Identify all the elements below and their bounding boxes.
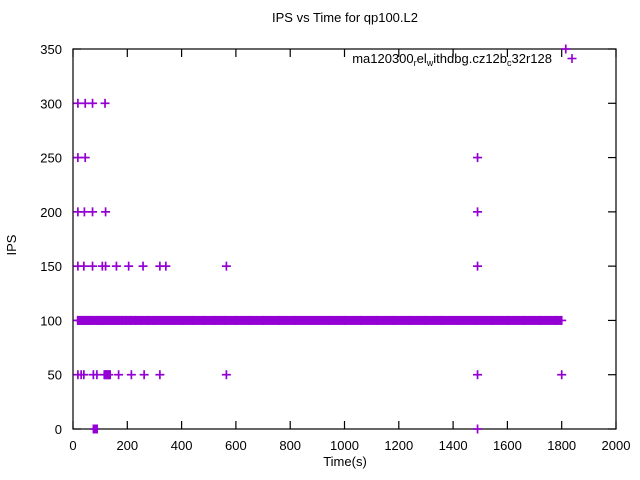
plot-frame-border [72,48,617,430]
x-tick-label-1800: 1800 [547,438,576,453]
data-point [561,44,571,54]
chart-title: IPS vs Time for qp100.L2 [272,10,418,25]
data-point [124,261,134,271]
x-tick-label-800: 800 [279,438,301,453]
y-axis-label: IPS [4,234,19,255]
x-tick-label-1400: 1400 [439,438,468,453]
legend-subscript: r [414,58,417,68]
data-point [80,153,90,163]
x-tick-label-0: 0 [69,438,76,453]
x-tick-label-200: 200 [116,438,138,453]
data-point [473,207,483,217]
data-point [138,261,148,271]
legend-subscript: w [426,58,434,68]
x-axis-label: Time(s) [323,454,367,469]
y-tick-label-350: 350 [40,42,62,57]
data-point [473,261,483,271]
data-point [155,370,165,380]
data-point [79,261,89,271]
x-tick-label-1600: 1600 [493,438,522,453]
data-point [221,261,231,271]
data-point [126,370,136,380]
y-axis-tick-group: 0 50 100 150 200 250 300 350 [40,42,616,437]
dense-marker-band-0 [92,424,98,434]
data-point [100,98,110,108]
x-tick-label-1000: 1000 [330,438,359,453]
legend-text-run: el [417,51,427,66]
y-tick-label-300: 300 [40,96,62,111]
data-point [88,207,98,217]
data-point [88,261,98,271]
data-point [101,207,111,217]
data-point [92,370,102,380]
data-point-group [73,44,571,434]
legend-text-run: ma120300 [352,51,413,66]
data-point [161,261,171,271]
data-point [473,424,483,434]
data-point [139,370,149,380]
y-tick-label-250: 250 [40,151,62,166]
data-point [114,370,124,380]
data-point [111,261,121,271]
data-point [88,98,98,108]
legend-text-run: ithdbg.cz12b [433,51,507,66]
dense-marker-band-100 [76,315,562,325]
x-tick-label-400: 400 [171,438,193,453]
x-tick-label-600: 600 [225,438,247,453]
y-tick-label-150: 150 [40,259,62,274]
x-tick-label-2000: 2000 [602,438,631,453]
x-tick-label-1200: 1200 [384,438,413,453]
y-tick-label-100: 100 [40,313,62,328]
x-axis-tick-group: 0 200 400 600 800 1000 1200 1400 1600 1800 2000 [69,49,630,453]
data-point [79,207,89,217]
data-point [473,153,483,163]
data-point [79,370,89,380]
legend-marker-plus [567,54,577,63]
data-point [221,370,231,380]
y-tick-label-200: 200 [40,205,62,220]
data-point [473,370,483,380]
data-point [557,370,567,380]
y-tick-label-50: 50 [48,368,62,383]
legend-subscript: c [507,58,512,68]
dense-marker-band-50 [103,370,112,380]
legend-series-label: ma120300relwithdbg.cz12bc32r128 [352,51,552,68]
y-tick-label-0: 0 [55,422,62,437]
legend-text-run: 32r128 [512,51,552,66]
legend: ma120300relwithdbg.cz12bc32r128 [352,51,577,68]
data-point [101,261,111,271]
